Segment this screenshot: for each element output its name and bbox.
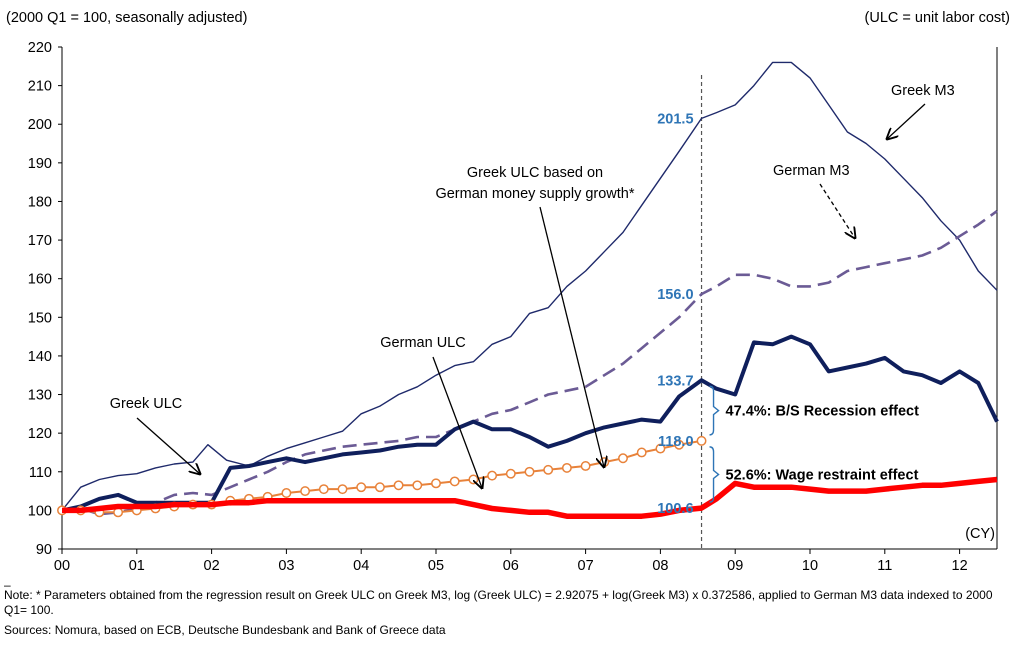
annotation-arrow-synthetic	[539, 206, 604, 467]
series-marker-synthetic	[300, 486, 311, 497]
effect-bracket	[709, 446, 720, 503]
y-tick-label: 160	[28, 272, 52, 288]
effect-label: 52.6%: Wage restraint effect	[726, 467, 919, 483]
y-tick-label: 130	[28, 388, 52, 404]
effect-label: 47.4%: B/S Recession effect	[726, 404, 920, 420]
y-tick-label: 210	[28, 79, 52, 95]
series-marker-synthetic	[505, 468, 516, 479]
x-tick-label: 10	[802, 558, 818, 574]
series-marker-synthetic	[356, 482, 367, 493]
annotation-lbl-synth-2: German money supply growth*	[435, 186, 634, 202]
chart-subtitle: (2000 Q1 = 100, seasonally adjusted)	[6, 10, 248, 26]
footer-note: Note: * Parameters obtained from the reg…	[4, 588, 993, 617]
series-marker-synthetic	[655, 443, 666, 454]
y-tick-label: 220	[28, 40, 52, 56]
x-tick-label: 00	[54, 558, 70, 574]
series-marker-synthetic	[449, 476, 460, 487]
annotation-lbl-greek-m3: Greek M3	[891, 83, 955, 99]
series-marker-synthetic	[431, 478, 441, 489]
x-tick-label: 11	[877, 558, 892, 574]
annotation-arrow-greek-ulc	[136, 417, 200, 474]
series-marker-synthetic	[674, 439, 685, 450]
annotation-lbl-synth-1: Greek ULC based on	[467, 165, 603, 181]
x-tick-label: 02	[204, 558, 220, 574]
series-marker-synthetic	[618, 453, 628, 464]
series-marker-synthetic	[696, 435, 707, 446]
value-callout: 100.6	[657, 501, 693, 517]
series-marker-synthetic	[318, 484, 329, 495]
series-marker-synthetic	[524, 466, 535, 477]
series-marker-synthetic	[393, 480, 404, 491]
value-callout: 133.7	[657, 373, 693, 389]
y-tick-label: 90	[36, 542, 52, 558]
series-marker-synthetic	[636, 447, 647, 458]
annotation-arrow-german-ulc	[432, 356, 482, 488]
x-tick-label: 09	[727, 558, 743, 574]
series-marker-synthetic	[599, 457, 610, 468]
y-tick-label: 170	[28, 233, 52, 249]
y-tick-label: 140	[28, 349, 52, 365]
effect-bracket	[709, 385, 720, 436]
series-marker-synthetic	[487, 470, 498, 481]
series-marker-synthetic	[561, 462, 572, 473]
value-callout: 156.0	[657, 287, 693, 303]
y-tick-label: 110	[29, 465, 52, 481]
value-callout: 201.5	[657, 111, 693, 127]
y-tick-label: 150	[28, 310, 52, 326]
annotation-arrow-greek-m3	[887, 103, 926, 139]
x-tick-label: 06	[503, 558, 519, 574]
series-marker-synthetic	[374, 482, 385, 493]
annotation-lbl-german-ulc: German ULC	[380, 335, 465, 351]
series-line-greek-m3	[61, 61, 998, 511]
x-axis-unit-label: (CY)	[965, 526, 995, 542]
y-tick-label: 120	[28, 426, 52, 442]
x-tick-label: 05	[428, 558, 444, 574]
footer-dash: –	[4, 578, 11, 592]
x-tick-label: 04	[353, 558, 369, 574]
y-tick-label: 200	[28, 117, 52, 133]
series-marker-synthetic	[337, 484, 348, 495]
annotation-lbl-german-m3: German M3	[773, 163, 850, 179]
x-tick-label: 01	[129, 558, 145, 574]
x-tick-label: 08	[652, 558, 668, 574]
annotation-arrow-german-m3	[819, 183, 855, 238]
series-line-german-ulc	[62, 476, 998, 519]
x-tick-label: 03	[278, 558, 294, 574]
y-tick-label: 190	[28, 156, 52, 172]
series-marker-synthetic	[580, 461, 591, 471]
y-tick-label: 180	[28, 194, 52, 210]
y-tick-label: 100	[28, 503, 52, 519]
series-line-greek-ulc	[61, 334, 999, 513]
series-marker-synthetic	[412, 480, 423, 491]
footer-sources: Sources: Nomura, based on ECB, Deutsche …	[4, 623, 446, 637]
series-marker-synthetic	[543, 464, 554, 475]
x-tick-label: 12	[952, 558, 968, 574]
annotation-lbl-greek-ulc: Greek ULC	[110, 396, 183, 412]
series-marker-synthetic	[468, 474, 479, 485]
chart-note-ulc: (ULC = unit labor cost)	[864, 10, 1010, 26]
x-tick-label: 07	[578, 558, 594, 574]
value-callout: 118.0	[658, 434, 694, 450]
series-marker-synthetic	[281, 488, 292, 498]
